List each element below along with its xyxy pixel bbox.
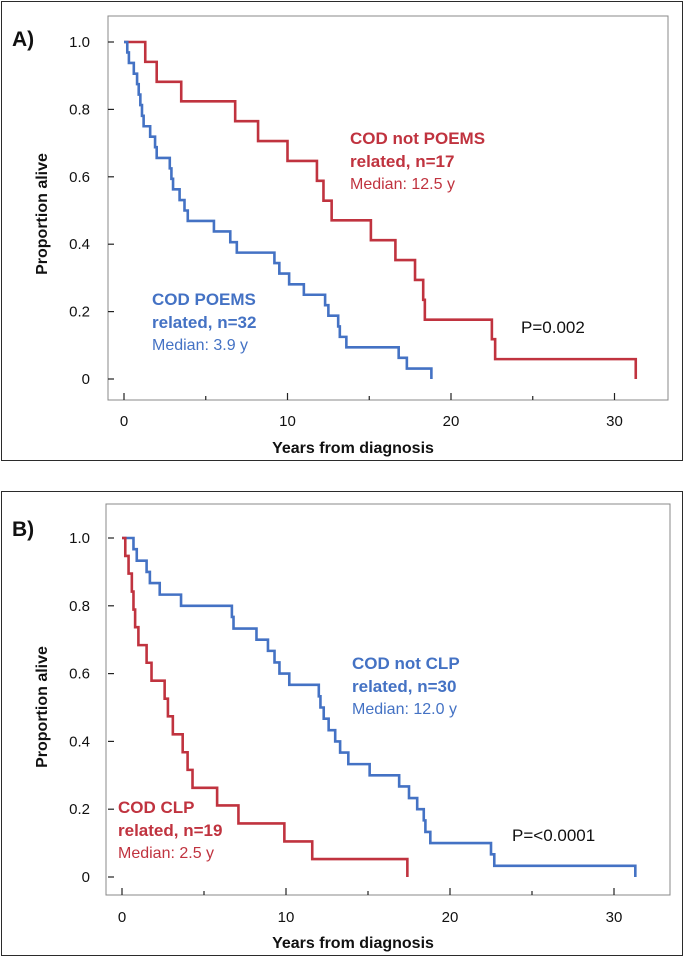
y-tick-label: 1.0: [69, 530, 90, 547]
p-value: P=<0.0001: [512, 826, 595, 845]
plot-frame: [107, 15, 669, 401]
y-tick-label: 0: [82, 869, 90, 886]
y-tick-label: 0.2: [69, 304, 90, 321]
y-tick-label: 0.4: [69, 733, 90, 750]
survival-curves: [122, 536, 637, 877]
series-label-line2: related, n=17: [350, 152, 454, 171]
series-label-line2: related, n=30: [352, 677, 456, 696]
y-tick-label: 0.2: [69, 801, 90, 818]
x-tick-label: 20: [443, 413, 460, 430]
p-value: P=0.002: [521, 318, 585, 337]
series-median: Median: 2.5 y: [118, 845, 214, 862]
chart-a-svg: A) 0 0.2 0.4 0.6 0.8 1.0 0 10 20 30 Years from di…: [12, 15, 669, 457]
survival-curves: [124, 40, 638, 379]
axes: 0 0.2 0.4 0.6 0.8 1.0 0 10 20 30: [69, 34, 623, 430]
series-median: Median: 12.0 y: [352, 701, 457, 718]
panel-label: B): [12, 518, 34, 541]
series-label-line2: related, n=19: [118, 821, 222, 840]
x-axis-label: Years from diagnosis: [272, 440, 434, 457]
x-tick-label: 0: [118, 909, 126, 926]
series-label-line1: COD not POEMS: [350, 129, 485, 148]
series-label-line2: related, n=32: [152, 313, 256, 332]
y-axis-label: Proportion alive: [34, 153, 51, 275]
y-tick-label: 0.6: [69, 169, 90, 186]
y-tick-label: 0: [82, 371, 90, 388]
x-tick-label: 10: [278, 909, 295, 926]
x-tick-label: 0: [120, 413, 128, 430]
series-median: Median: 3.9 y: [152, 337, 248, 354]
y-tick-label: 0.4: [69, 236, 90, 253]
series-label-line1: COD CLP: [118, 798, 195, 817]
x-tick-label: 20: [442, 909, 459, 926]
y-tick-label: 0.8: [69, 598, 90, 615]
survival-curve: [122, 536, 637, 877]
series-label-line1: COD not CLP: [352, 654, 460, 673]
y-tick-label: 1.0: [69, 34, 90, 51]
panel-a: A) 0 0.2 0.4 0.6 0.8 1.0 0 10 20 30 Years from di…: [1, 1, 683, 461]
y-tick-label: 0.8: [69, 101, 90, 118]
series-label-line1: COD POEMS: [152, 290, 256, 309]
survival-curve: [124, 40, 638, 379]
survival-curve: [122, 536, 409, 877]
panel-b: B) 0 0.2 0.4 0.6 0.8 1.0 0 10 20 30 Years from di…: [1, 491, 683, 956]
axes: 0 0.2 0.4 0.6 0.8 1.0 0 10 20 30: [69, 530, 622, 926]
panel-label: A): [12, 28, 34, 51]
survival-curve: [124, 40, 433, 379]
x-axis-label: Years from diagnosis: [272, 935, 434, 952]
y-axis-label: Proportion alive: [34, 646, 51, 768]
plot-frame: [105, 503, 671, 896]
x-tick-label: 30: [606, 909, 623, 926]
x-tick-label: 10: [279, 413, 296, 430]
series-median: Median: 12.5 y: [350, 176, 455, 193]
x-tick-label: 30: [606, 413, 623, 430]
y-tick-label: 0.6: [69, 666, 90, 683]
chart-b-svg: B) 0 0.2 0.4 0.6 0.8 1.0 0 10 20 30 Years from di…: [12, 503, 671, 952]
